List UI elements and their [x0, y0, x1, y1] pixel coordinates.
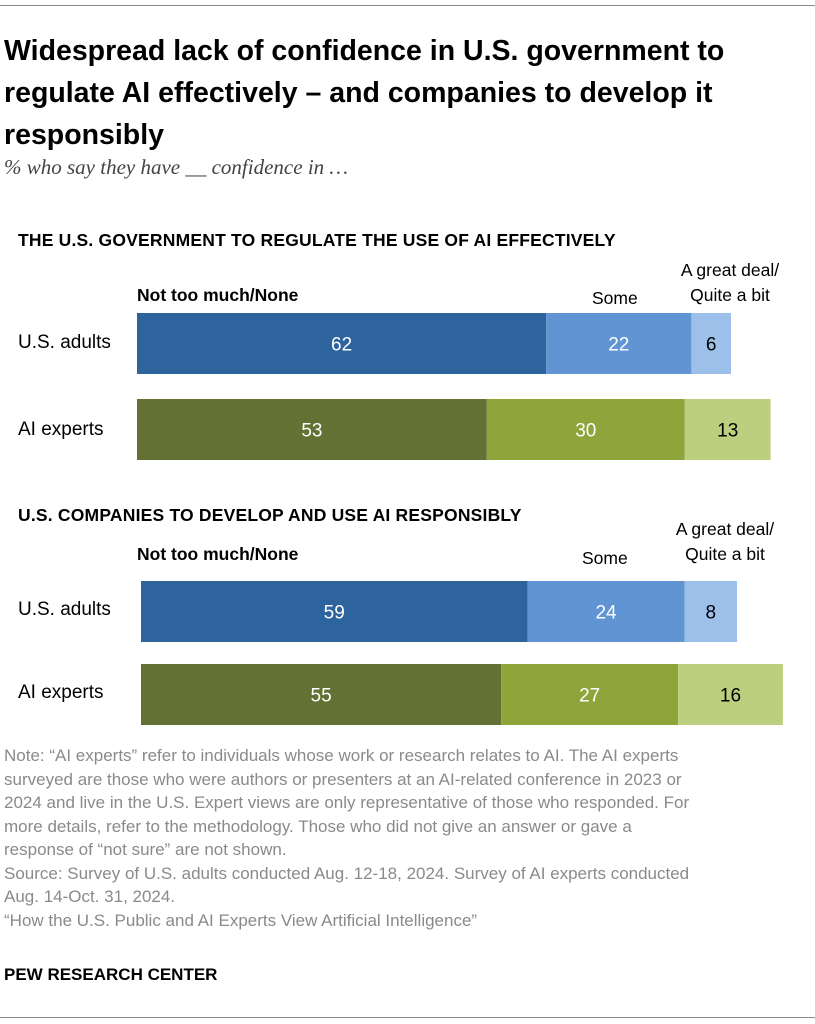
bar-us-adults-great-deal [691, 313, 731, 374]
chart-title: Widespread lack of confidence in U.S. go… [4, 30, 804, 156]
bar-value-label: 16 [720, 686, 741, 707]
bar-value-label: 30 [575, 421, 596, 442]
bar-ai-experts-not-too-much [141, 664, 502, 725]
legend-some: Some [582, 548, 628, 568]
title-line: responsibly [4, 119, 164, 151]
row-label-us-adults: U.S. adults [18, 599, 111, 620]
title-line: regulate AI effectively – and companies … [4, 77, 713, 109]
report-title-line: “How the U.S. Public and AI Experts View… [4, 910, 478, 930]
top-rule [0, 5, 815, 6]
bar-ai-experts-great-deal [678, 664, 783, 725]
bars-government: 62 22 6 53 30 13 [137, 313, 771, 460]
legend-great-deal-line1: A great deal/ [675, 519, 775, 539]
note-line: Note: “AI experts” refer to individuals … [4, 746, 679, 765]
legend-some: Some [592, 288, 638, 308]
bar-us-adults-some [546, 313, 692, 374]
bar-value-label: 55 [311, 686, 332, 707]
row-label-ai-experts: AI experts [18, 419, 104, 440]
note-line: 2024 and live in the U.S. Expert views a… [4, 793, 690, 812]
note-line: response of “not sure” are not shown. [4, 840, 287, 859]
bar-ai-experts-some [501, 664, 679, 725]
bar-value-label: 8 [706, 603, 717, 624]
bar-us-adults-great-deal [684, 581, 738, 642]
bar-ai-experts-not-too-much [137, 399, 487, 460]
legend-not-too-much: Not too much/None [137, 285, 299, 305]
note-block: Note: “AI experts” refer to individuals … [4, 744, 804, 932]
bar-us-adults-not-too-much [137, 313, 547, 374]
note-line: surveyed are those who were authors or p… [4, 769, 682, 789]
chart-subtitle: % who say they have __ confidence in … [4, 155, 349, 179]
bar-value-label: 27 [579, 686, 600, 707]
bar-value-label: 22 [608, 335, 629, 356]
bar-ai-experts-great-deal [684, 399, 771, 460]
bar-us-adults-some [527, 581, 685, 642]
title-line: Widespread lack of confidence in U.S. go… [4, 35, 725, 67]
bar-value-label: 24 [595, 603, 617, 624]
note-line: more details, refer to the methodology. … [4, 816, 632, 836]
bar-us-adults-not-too-much [141, 581, 528, 642]
legend-not-too-much: Not too much/None [137, 544, 299, 564]
source-line: Aug. 14-Oct. 31, 2024. [4, 887, 176, 906]
legend-great-deal: A great deal/ Quite a bit [665, 258, 795, 308]
legend-great-deal-line2: Quite a bit [685, 544, 765, 564]
bar-value-label: 13 [717, 421, 738, 442]
bottom-rule [0, 1017, 815, 1018]
legend-great-deal: A great deal/ Quite a bit [660, 517, 790, 567]
panel-title-government: THE U.S. GOVERNMENT TO REGULATE THE USE … [18, 230, 616, 250]
bars-companies: 59 24 8 55 27 16 [141, 581, 783, 725]
bar-value-label: 62 [331, 335, 352, 356]
legend-great-deal-line1: A great deal/ [680, 260, 780, 280]
bar-value-label: 53 [301, 421, 322, 442]
bar-value-label: 6 [706, 335, 717, 356]
row-label-ai-experts: AI experts [18, 682, 104, 703]
panel-title-companies: U.S. COMPANIES TO DEVELOP AND USE AI RES… [18, 505, 522, 525]
row-label-us-adults: U.S. adults [18, 332, 111, 353]
bar-value-label: 59 [324, 603, 345, 624]
bar-ai-experts-some [486, 399, 685, 460]
source-line: Source: Survey of U.S. adults conducted … [4, 863, 690, 883]
brand-logo-text: PEW RESEARCH CENTER [4, 965, 218, 984]
legend-great-deal-line2: Quite a bit [690, 285, 770, 305]
